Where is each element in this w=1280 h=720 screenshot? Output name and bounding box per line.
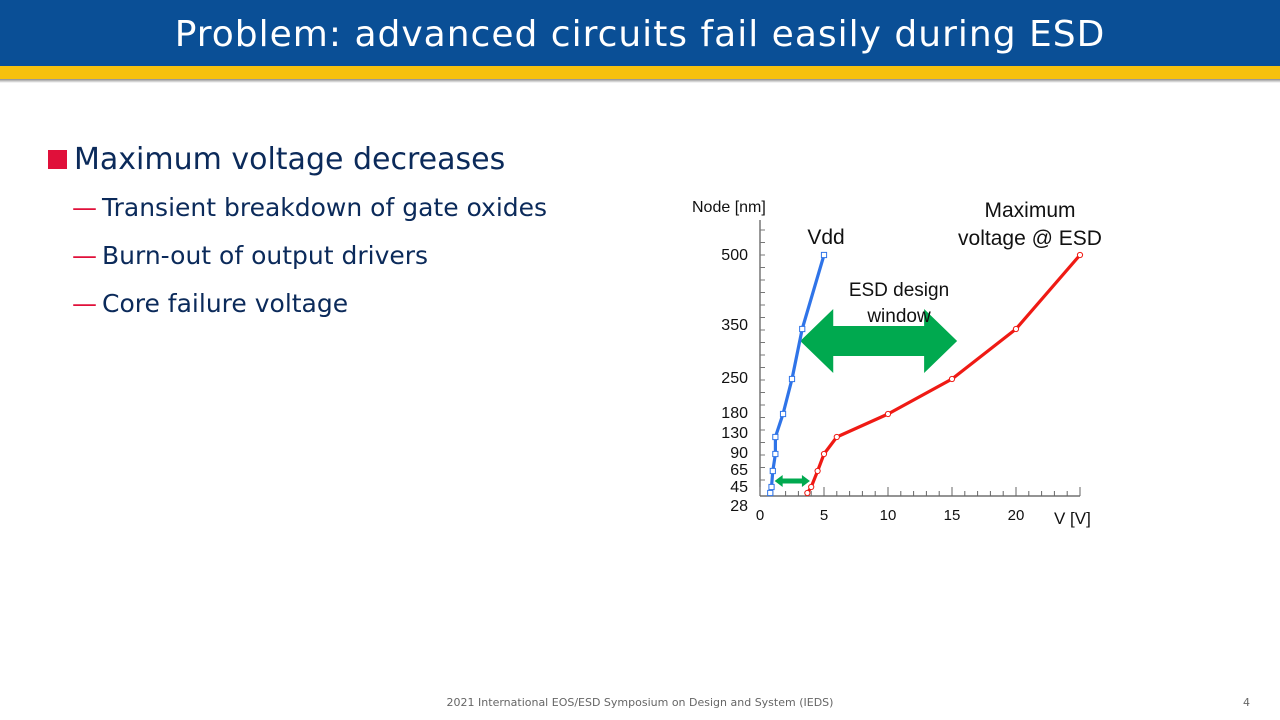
y-tick-label: 28 xyxy=(730,498,748,515)
sub-bullet: — Burn-out of output drivers xyxy=(72,232,668,280)
design-window-label-line1: ESD design xyxy=(849,280,949,301)
dash-bullet-icon: — xyxy=(72,193,97,222)
dash-bullet-icon: — xyxy=(72,289,97,318)
esd-data-point xyxy=(1012,325,1020,333)
vdd-data-point xyxy=(772,433,779,441)
esd-series-label-line2: voltage @ ESD xyxy=(958,227,1102,250)
small-window-arrow xyxy=(774,475,810,487)
vdd-data-point xyxy=(799,325,806,333)
y-tick-label: 500 xyxy=(721,247,748,264)
y-tick-label: 180 xyxy=(721,405,748,422)
vdd-series-label: Vdd xyxy=(807,226,844,249)
y-tick-label: 250 xyxy=(721,370,748,387)
vdd-data-point xyxy=(779,410,787,418)
esd-data-point xyxy=(814,467,821,475)
title-bar xyxy=(0,0,1280,66)
vdd-data-point xyxy=(768,483,775,491)
x-tick-label: 5 xyxy=(820,507,828,524)
footer-text: 2021 International EOS/ESD Symposium on … xyxy=(446,696,834,709)
node-voltage-chart: 0 5 10 15 20 28 45 65 90 130 180 250 350 500 Node [nm]… xyxy=(680,180,1130,540)
esd-data-point xyxy=(1076,251,1084,259)
vdd-series-line xyxy=(768,254,826,494)
esd-series-label-line1: Maximum xyxy=(984,199,1075,222)
title-accent-stripe xyxy=(0,66,1280,79)
esd-data-point xyxy=(833,433,840,441)
x-axis-label: V [V] xyxy=(1054,509,1091,528)
sub-bullet: — Transient breakdown of gate oxides xyxy=(72,184,668,232)
x-tick-label: 15 xyxy=(944,507,961,524)
esd-data-point xyxy=(820,450,828,458)
main-bullet: Maximum voltage decreases xyxy=(48,138,668,184)
design-window-label-line2: window xyxy=(866,306,931,327)
esd-data-point xyxy=(804,489,811,497)
sub-bullet-text: Core failure voltage xyxy=(102,289,349,318)
y-tick-label: 90 xyxy=(730,445,748,462)
sub-bullet-text: Transient breakdown of gate oxides xyxy=(102,193,548,222)
vdd-data-point xyxy=(772,450,779,458)
y-tick-label: 350 xyxy=(721,317,748,334)
esd-data-point xyxy=(948,375,956,383)
slide-title: Problem: advanced circuits fail easily d… xyxy=(174,14,1106,55)
esd-data-point xyxy=(884,410,892,418)
page-number: 4 xyxy=(1243,696,1250,709)
y-tick-label: 45 xyxy=(730,479,748,496)
y-axis-label: Node [nm] xyxy=(692,199,766,216)
x-tick-label: 0 xyxy=(756,507,764,524)
x-tick-label: 20 xyxy=(1008,507,1025,524)
vdd-data-point xyxy=(788,375,796,383)
esd-design-window-arrow xyxy=(800,309,958,373)
sub-bullet: — Core failure voltage xyxy=(72,280,668,328)
x-tick-label: 10 xyxy=(880,507,897,524)
title-divider-shadow xyxy=(0,79,1280,83)
y-tick-label: 65 xyxy=(730,462,748,479)
vdd-data-point xyxy=(820,251,828,259)
bullet-list: Maximum voltage decreases — Transient bre… xyxy=(48,138,668,328)
vdd-data-point xyxy=(769,467,776,475)
y-tick-label: 130 xyxy=(721,425,748,442)
square-bullet-icon xyxy=(48,150,67,169)
main-bullet-text: Maximum voltage decreases xyxy=(74,142,506,177)
dash-bullet-icon: — xyxy=(72,241,97,270)
vdd-data-point xyxy=(767,489,774,497)
esd-data-point xyxy=(808,483,815,491)
sub-bullet-text: Burn-out of output drivers xyxy=(102,241,429,270)
